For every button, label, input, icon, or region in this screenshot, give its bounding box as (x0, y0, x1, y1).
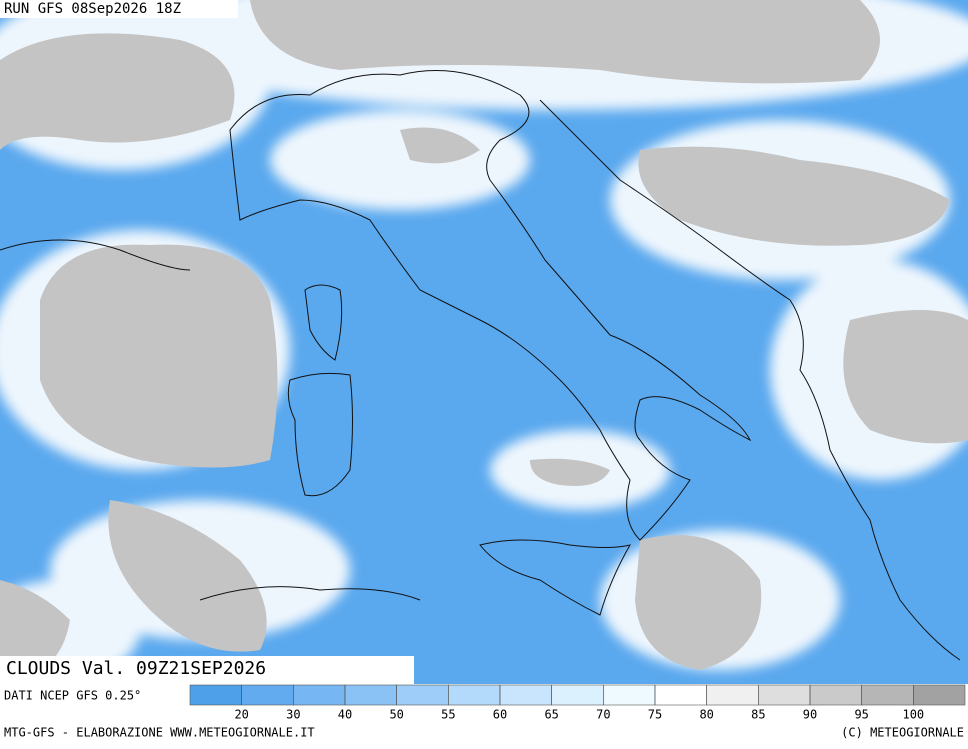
colorbar-box (758, 684, 811, 706)
colorbar-tick-label: 50 (389, 708, 403, 722)
colorbar-tick-label: 30 (286, 708, 300, 722)
colorbar-tick-label: 75 (648, 708, 662, 722)
colorbar-box (603, 684, 656, 706)
colorbar-box (241, 684, 294, 706)
colorbar-tick-label: 55 (441, 708, 455, 722)
footer-left: MTG-GFS - ELABORAZIONE WWW.METEOGIORNALE… (4, 726, 315, 740)
colorbar-box (189, 684, 242, 706)
run-label: RUN GFS 08Sep2026 18Z (4, 1, 181, 17)
cloud-cover (0, 0, 968, 680)
colorbar-box (293, 684, 346, 706)
colorbar-tick-label: 60 (493, 708, 507, 722)
colorbar-box (654, 684, 707, 706)
footer-right: (C) METEOGIORNALE (841, 726, 964, 740)
colorbar-tick-label: 85 (751, 708, 765, 722)
colorbar-tick-label: 70 (596, 708, 610, 722)
colorbar-tick-label: 80 (699, 708, 713, 722)
colorbar-box (706, 684, 759, 706)
colorbar-box (913, 684, 966, 706)
colorbar-box (396, 684, 449, 706)
colorbar-tick-label: 65 (544, 708, 558, 722)
coastlines (0, 70, 961, 661)
field-label: CLOUDS Val. 09Z21SEP2026 (6, 658, 266, 679)
colorbar-box (448, 684, 501, 706)
colorbar-tick-label: 20 (234, 708, 248, 722)
colorbar-tick-label: 90 (803, 708, 817, 722)
colorbar-tick-label: 40 (338, 708, 352, 722)
colorbar-tick-label: 100 (902, 708, 924, 722)
colorbar-box (344, 684, 397, 706)
field-label-box (0, 656, 414, 684)
colorbar-box (551, 684, 604, 706)
colorbar-box (809, 684, 862, 706)
colorbar: 20 30 40 50 55 60 65 70 75 80 85 90 95 100 (189, 684, 966, 722)
colorbar-box (499, 684, 552, 706)
colorbar-box (861, 684, 914, 706)
run-label-box (0, 0, 238, 18)
colorbar-tick-label: 95 (854, 708, 868, 722)
source-label: DATI NCEP GFS 0.25° (4, 689, 141, 703)
